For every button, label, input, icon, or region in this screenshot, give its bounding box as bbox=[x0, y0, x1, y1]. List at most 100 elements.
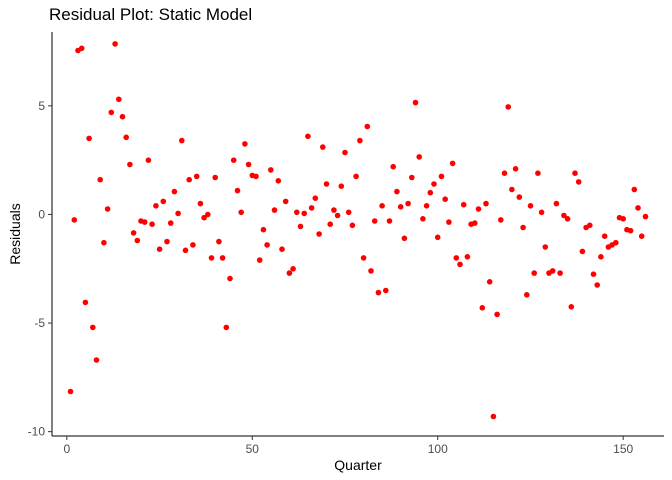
data-point bbox=[130, 230, 137, 236]
data-point bbox=[449, 160, 456, 167]
data-point bbox=[397, 204, 404, 210]
data-point bbox=[305, 133, 311, 140]
data-point bbox=[271, 207, 278, 213]
data-point bbox=[524, 292, 530, 298]
data-point bbox=[242, 141, 248, 147]
data-point bbox=[587, 222, 593, 229]
data-point bbox=[260, 226, 267, 233]
data-point bbox=[512, 166, 519, 172]
data-point bbox=[90, 324, 96, 331]
data-point bbox=[71, 217, 78, 223]
data-point bbox=[642, 213, 649, 220]
data-point bbox=[412, 99, 419, 106]
data-point bbox=[613, 239, 619, 246]
data-point bbox=[338, 183, 345, 189]
data-point bbox=[531, 270, 537, 276]
data-point bbox=[490, 413, 497, 420]
x-tick-label: 150 bbox=[613, 442, 633, 456]
data-point bbox=[116, 96, 122, 103]
x-ticks-layer: 0 50 100 150 bbox=[63, 436, 634, 456]
y-tick-label: -5 bbox=[34, 316, 45, 330]
data-point bbox=[457, 261, 463, 268]
y-axis-title: Residuals bbox=[7, 203, 23, 264]
data-point bbox=[175, 210, 181, 217]
data-point bbox=[230, 157, 237, 163]
points-layer bbox=[67, 41, 649, 420]
data-point bbox=[197, 200, 204, 207]
data-point bbox=[561, 212, 567, 219]
data-point bbox=[216, 238, 222, 245]
data-point bbox=[349, 222, 356, 229]
data-point bbox=[572, 170, 578, 176]
x-tick-label: 50 bbox=[246, 442, 260, 456]
data-point bbox=[431, 181, 437, 187]
data-point bbox=[101, 239, 107, 246]
data-point bbox=[553, 200, 560, 207]
data-point bbox=[371, 218, 378, 224]
data-point bbox=[401, 235, 408, 242]
x-tick-label: 100 bbox=[428, 442, 448, 456]
data-point bbox=[475, 206, 482, 212]
data-point bbox=[434, 234, 441, 241]
y-tick-label: 5 bbox=[38, 99, 45, 113]
data-point bbox=[357, 137, 363, 144]
data-point bbox=[542, 244, 549, 250]
data-point bbox=[253, 173, 259, 180]
data-point bbox=[186, 176, 192, 183]
data-point bbox=[390, 163, 397, 170]
data-point bbox=[527, 203, 534, 209]
data-point bbox=[479, 305, 486, 311]
y-tick-label: -10 bbox=[28, 425, 46, 439]
data-point bbox=[190, 242, 196, 248]
data-point bbox=[119, 113, 126, 120]
data-point bbox=[164, 238, 170, 245]
data-point bbox=[635, 205, 641, 211]
data-point bbox=[264, 242, 270, 248]
data-point bbox=[509, 186, 515, 193]
data-point bbox=[364, 123, 371, 130]
data-point bbox=[308, 205, 315, 211]
data-point bbox=[420, 216, 426, 222]
data-point bbox=[416, 154, 423, 160]
data-point bbox=[93, 357, 100, 363]
data-point bbox=[149, 221, 155, 227]
data-point bbox=[549, 268, 556, 274]
data-point bbox=[123, 134, 129, 141]
data-point bbox=[460, 201, 467, 208]
data-point bbox=[67, 388, 74, 395]
data-point bbox=[327, 221, 334, 227]
data-point bbox=[227, 275, 233, 282]
data-point bbox=[145, 157, 152, 163]
data-point bbox=[520, 224, 526, 231]
y-ticks-layer: -10 -5 0 5 bbox=[28, 99, 52, 439]
data-point bbox=[171, 188, 178, 195]
data-point bbox=[379, 203, 385, 209]
data-point bbox=[360, 255, 367, 261]
data-point bbox=[78, 45, 85, 52]
data-point bbox=[104, 206, 111, 212]
data-point bbox=[156, 246, 163, 252]
data-point bbox=[331, 207, 337, 213]
data-point bbox=[394, 188, 400, 195]
data-point bbox=[153, 203, 159, 209]
data-point bbox=[505, 104, 512, 110]
data-point bbox=[234, 187, 241, 194]
data-point bbox=[268, 167, 274, 173]
data-point bbox=[342, 149, 348, 156]
data-point bbox=[182, 247, 189, 254]
data-point bbox=[238, 209, 244, 216]
y-tick-label: 0 bbox=[38, 207, 45, 221]
data-point bbox=[127, 161, 133, 168]
data-point bbox=[245, 161, 252, 168]
data-point bbox=[294, 209, 300, 216]
data-point bbox=[501, 170, 508, 176]
data-point bbox=[568, 304, 575, 310]
data-point bbox=[564, 216, 571, 222]
data-point bbox=[134, 237, 141, 244]
data-point bbox=[446, 219, 452, 225]
data-point bbox=[620, 216, 626, 222]
data-point bbox=[320, 144, 326, 150]
data-point bbox=[427, 189, 434, 196]
data-point bbox=[297, 223, 304, 230]
